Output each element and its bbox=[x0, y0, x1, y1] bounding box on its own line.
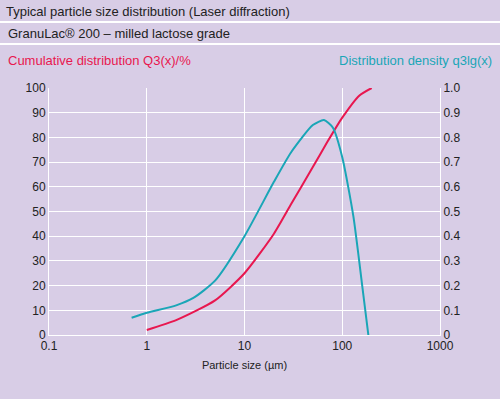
svg-text:Cumulative distribution Q3(x)/: Cumulative distribution Q3(x)/% bbox=[8, 53, 191, 68]
svg-text:0.9: 0.9 bbox=[443, 106, 460, 120]
svg-text:60: 60 bbox=[32, 180, 46, 194]
svg-text:GranuLac® 200 – milled lactose: GranuLac® 200 – milled lactose grade bbox=[8, 26, 230, 41]
svg-text:100: 100 bbox=[26, 81, 46, 95]
svg-text:100: 100 bbox=[332, 339, 352, 353]
svg-text:20: 20 bbox=[32, 279, 46, 293]
svg-text:Particle size (µm): Particle size (µm) bbox=[202, 359, 287, 371]
svg-text:0.5: 0.5 bbox=[443, 205, 460, 219]
svg-text:0: 0 bbox=[443, 328, 450, 342]
svg-text:90: 90 bbox=[32, 106, 46, 120]
svg-text:80: 80 bbox=[32, 131, 46, 145]
svg-text:0.7: 0.7 bbox=[443, 155, 460, 169]
svg-text:0.1: 0.1 bbox=[443, 304, 460, 318]
svg-text:0.4: 0.4 bbox=[443, 229, 460, 243]
svg-text:1: 1 bbox=[143, 339, 150, 353]
svg-text:0.1: 0.1 bbox=[41, 339, 58, 353]
svg-text:30: 30 bbox=[32, 254, 46, 268]
svg-text:0.8: 0.8 bbox=[443, 131, 460, 145]
svg-text:Typical particle size distribu: Typical particle size distribution (Lase… bbox=[6, 4, 290, 19]
svg-text:0: 0 bbox=[39, 328, 46, 342]
svg-text:50: 50 bbox=[32, 205, 46, 219]
svg-text:1.0: 1.0 bbox=[443, 81, 460, 95]
svg-text:1000: 1000 bbox=[427, 339, 454, 353]
svg-text:Distribution density q3lg(x): Distribution density q3lg(x) bbox=[339, 53, 492, 68]
svg-text:70: 70 bbox=[32, 155, 46, 169]
svg-text:0.3: 0.3 bbox=[443, 254, 460, 268]
svg-text:0.2: 0.2 bbox=[443, 279, 460, 293]
svg-text:40: 40 bbox=[32, 229, 46, 243]
svg-text:0.6: 0.6 bbox=[443, 180, 460, 194]
svg-text:10: 10 bbox=[238, 339, 252, 353]
svg-text:10: 10 bbox=[32, 304, 46, 318]
